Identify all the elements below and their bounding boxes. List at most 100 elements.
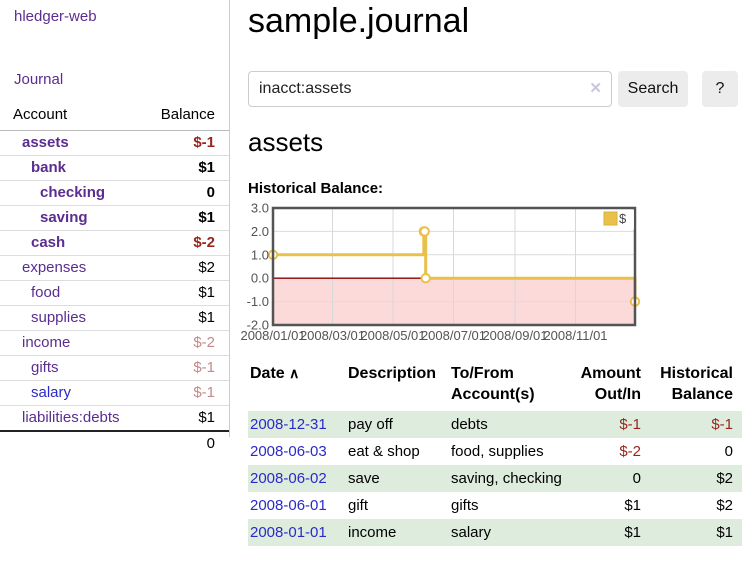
account-name-cell: expenses [0, 255, 146, 281]
account-name-cell: saving [0, 205, 146, 231]
account-name-cell: assets [0, 131, 146, 156]
account-link[interactable]: cash [31, 234, 66, 251]
account-balance: 0 [145, 180, 229, 206]
account-link[interactable]: assets [22, 134, 69, 151]
chart-canvas: $3.0 2.0 1.0 0.0 -1.0 -2.02008/01/012008/03/0… [240, 201, 641, 343]
x-axis-tick-label: 2008/05/01 [360, 328, 425, 343]
register-date-cell: 2008-01-01 [248, 519, 346, 546]
search-input[interactable] [248, 71, 612, 107]
register-description-cell: save [348, 470, 380, 487]
transaction-date-link[interactable]: 2008-06-01 [250, 497, 327, 514]
chart-legend: $ [600, 210, 634, 229]
legend-swatch [603, 211, 618, 226]
nav-journal-link[interactable]: Journal [14, 71, 64, 88]
account-balance: $1 [145, 155, 229, 181]
register-row: 2008-06-01 gift gifts $1 $2 [248, 492, 742, 519]
register-amount-cell: $1 [624, 524, 641, 541]
transaction-date-link[interactable]: 2008-06-03 [250, 443, 327, 460]
account-balance: $1 [145, 305, 229, 331]
account-row: supplies $1 [0, 305, 229, 331]
y-axis-tick-label: 3.0 [251, 201, 269, 216]
register-row: 2008-12-31 pay off debts $-1 $-1 [248, 411, 742, 438]
account-balance: $1 [145, 280, 229, 306]
account-name-cell: supplies [0, 305, 146, 331]
chart-border [271, 206, 637, 327]
register-row: 2008-06-02 save saving, checking 0 $2 [248, 465, 742, 492]
app-brand-link[interactable]: hledger-web [14, 8, 97, 25]
account-name-cell: salary [0, 380, 146, 406]
account-row: checking 0 [0, 180, 229, 206]
account-row: food $1 [0, 280, 229, 306]
chart-data-point [419, 226, 430, 237]
register-header-balance: Historical Balance [660, 365, 733, 403]
y-axis-tick-label: -2.0 [247, 318, 269, 333]
register-header-date[interactable]: Date ∧ [250, 365, 300, 382]
account-name-cell: income [0, 330, 146, 356]
account-row: expenses $2 [0, 255, 229, 281]
chart-data-point [420, 273, 431, 284]
account-link[interactable]: checking [40, 184, 106, 201]
account-balance: $2 [145, 255, 229, 281]
register-rows: 2008-12-31 pay off debts $-1 $-1 2008-06-03 ea… [248, 411, 742, 546]
account-row: saving $1 [0, 205, 229, 231]
y-axis-tick-label: 0.0 [251, 271, 269, 286]
account-name-cell: checking [0, 180, 146, 206]
page-title: sample.journal [248, 2, 470, 40]
account-rows: assets $-1 bank $1 checking 0 saving $1 cash $-2 e… [0, 131, 229, 431]
account-balance: $1 [145, 405, 229, 431]
account-link[interactable]: gifts [31, 359, 59, 376]
register-amount-cell: 0 [632, 470, 641, 487]
accounts-header-account: Account [0, 104, 146, 131]
accounts-total-row: 0 [0, 430, 229, 456]
account-name-cell: bank [0, 155, 146, 181]
account-balance: $-1 [193, 134, 215, 151]
sidebar: hledger-web Journal Account Balance asse… [0, 0, 230, 456]
search-button[interactable]: Search [618, 71, 688, 107]
register-row: 2008-01-01 income salary $1 $1 [248, 519, 742, 546]
historical-balance-chart: $3.0 2.0 1.0 0.0 -1.0 -2.0 2008/01/01 2008/03/0… [240, 201, 742, 345]
register-description-cell: gift [348, 497, 369, 514]
transaction-date-link[interactable]: 2008-01-01 [250, 524, 327, 541]
account-row: liabilities:debts $1 [0, 405, 229, 431]
account-link[interactable]: saving [40, 209, 88, 226]
account-link[interactable]: salary [31, 384, 72, 401]
account-link[interactable]: income [22, 334, 71, 351]
register-amount-cell: $1 [624, 497, 641, 514]
account-row: assets $-1 [0, 131, 229, 156]
accounts-total-value: 0 [145, 430, 229, 456]
register-header-description: Description [348, 365, 437, 382]
register-date-cell: 2008-06-01 [248, 492, 346, 519]
register-accounts-cell: debts [451, 416, 488, 433]
x-axis-tick-label: 2008/03/01 [300, 328, 365, 343]
account-balance: $-1 [145, 380, 229, 406]
main-content: sample.journal ✕ Search ? assets Histori… [240, 0, 742, 546]
transaction-date-link[interactable]: 2008-12-31 [250, 416, 327, 433]
account-balance: $1 [145, 205, 229, 231]
transaction-date-link[interactable]: 2008-06-02 [250, 470, 327, 487]
x-axis-tick-label: 2008/07/01 [421, 328, 486, 343]
y-axis-tick-label: 1.0 [251, 247, 269, 262]
legend-label: $ [619, 211, 627, 226]
account-name-cell: liabilities:debts [0, 405, 146, 431]
register-amount-cell: $-2 [619, 443, 641, 460]
account-link[interactable]: food [31, 284, 61, 301]
register-balance-cell: $-1 [711, 416, 733, 433]
account-link[interactable]: bank [31, 159, 67, 176]
register-date-cell: 2008-06-02 [248, 465, 346, 492]
account-row: bank $1 [0, 155, 229, 181]
account-balance: $-2 [145, 330, 229, 356]
account-row: cash $-2 [0, 230, 229, 256]
y-axis-tick-label: 2.0 [251, 224, 269, 239]
register-balance-cell: $2 [716, 497, 733, 514]
register-balance-cell: 0 [724, 443, 733, 460]
x-axis-tick-label: 2008/11/01 [543, 328, 607, 343]
help-button[interactable]: ? [702, 71, 738, 107]
account-balance: $-2 [145, 230, 229, 256]
account-link[interactable]: expenses [22, 259, 87, 276]
account-balance: $-1 [145, 355, 229, 381]
clear-search-icon[interactable]: ✕ [589, 80, 602, 97]
register-row: 2008-06-03 eat & shop food, supplies $-2 0 [248, 438, 742, 465]
account-link[interactable]: liabilities:debts [22, 409, 120, 426]
account-link[interactable]: supplies [31, 309, 87, 326]
register-description-cell: eat & shop [348, 443, 420, 460]
